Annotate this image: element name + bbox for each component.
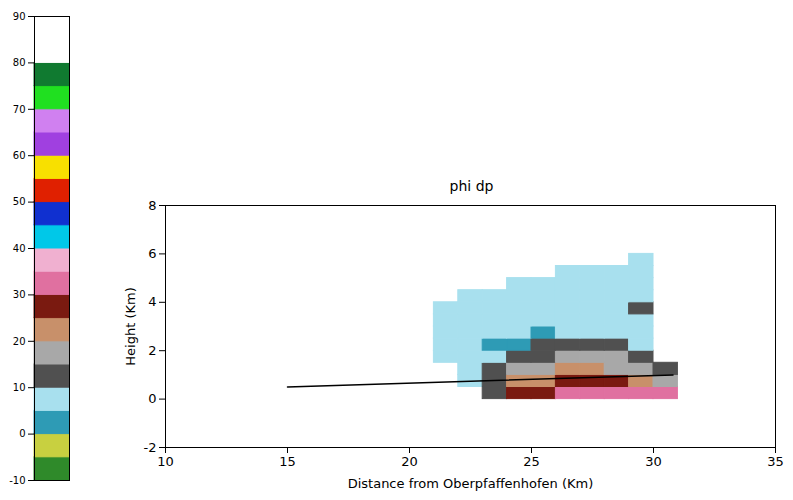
svg-text:-10: -10: [9, 475, 25, 486]
svg-text:Distance from Oberpfaffenhofen: Distance from Oberpfaffenhofen (Km): [348, 476, 594, 491]
svg-text:30: 30: [645, 454, 662, 469]
svg-text:70: 70: [13, 104, 26, 115]
svg-text:25: 25: [523, 454, 540, 469]
svg-text:Height (Km): Height (Km): [123, 287, 138, 365]
svg-text:4: 4: [148, 294, 156, 309]
svg-text:30: 30: [13, 289, 26, 300]
svg-text:0: 0: [148, 391, 156, 406]
svg-text:10: 10: [157, 454, 174, 469]
html-text:phi dp: phi dp: [449, 178, 494, 194]
svg-text:2: 2: [148, 343, 156, 358]
svg-text:0: 0: [19, 428, 25, 439]
svg-text:80: 80: [13, 57, 26, 68]
svg-text:50: 50: [13, 196, 26, 207]
svg-text:6: 6: [148, 246, 156, 261]
svg-text:35: 35: [767, 454, 784, 469]
svg-text:20: 20: [13, 336, 26, 347]
svg-text:10: 10: [13, 382, 26, 393]
svg-text:40: 40: [13, 243, 26, 254]
svg-text:20: 20: [401, 454, 418, 469]
svg-text:90: 90: [13, 11, 26, 22]
svg-text:60: 60: [13, 150, 26, 161]
svg-text:-2: -2: [144, 440, 157, 455]
svg-text:8: 8: [148, 198, 156, 213]
svg-text:15: 15: [279, 454, 296, 469]
